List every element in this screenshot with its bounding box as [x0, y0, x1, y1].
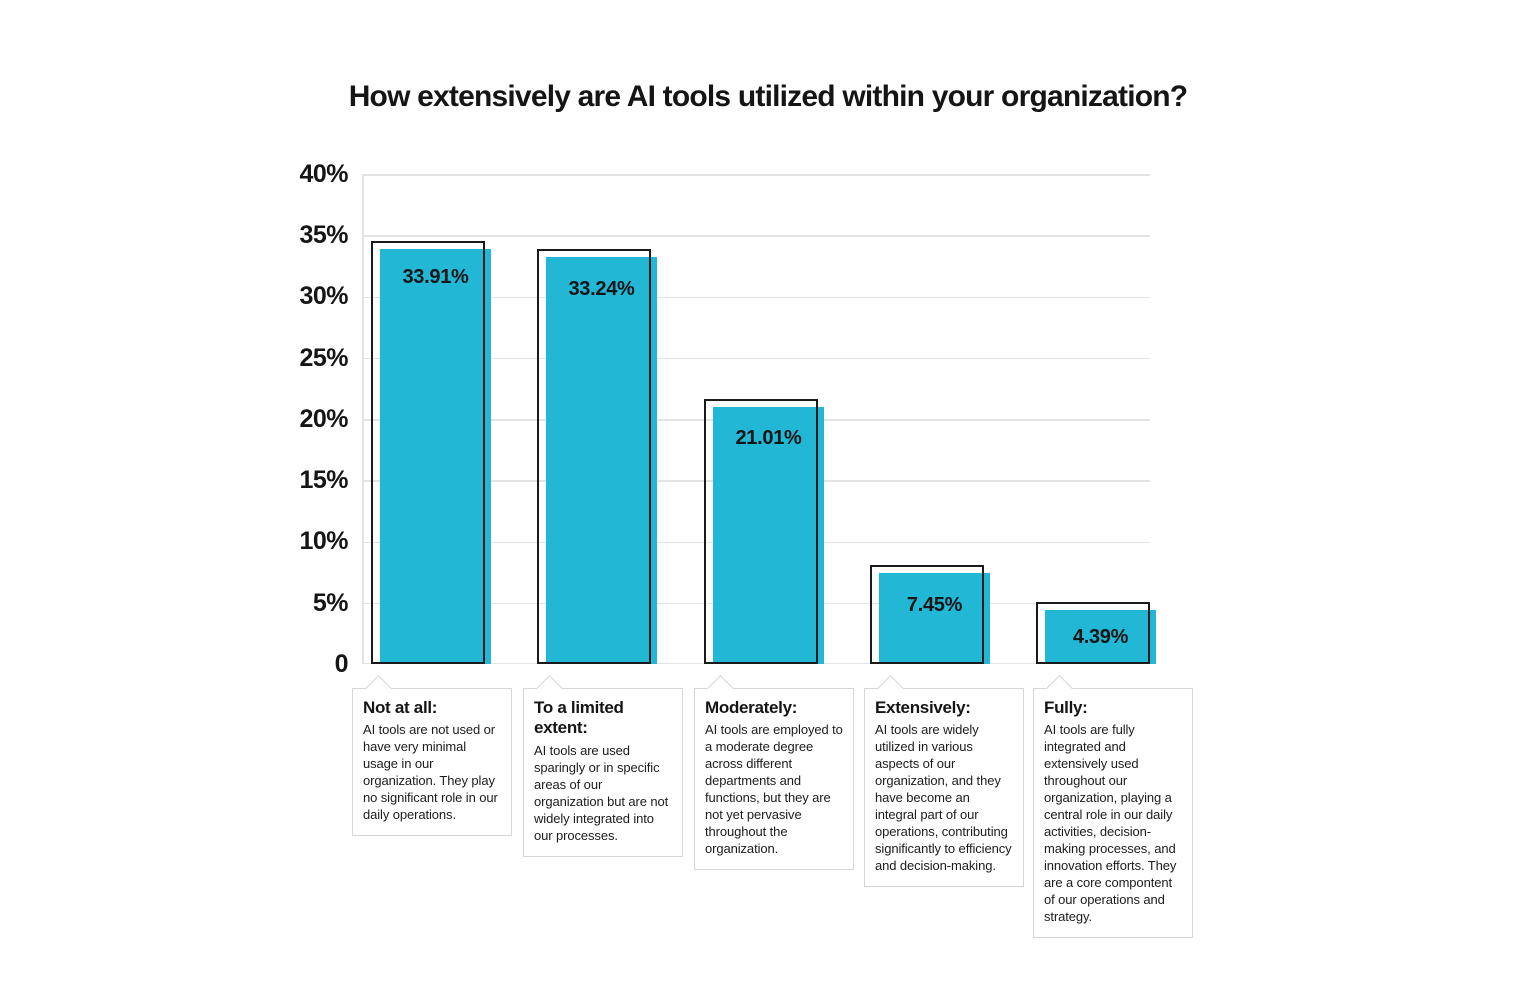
- callout-moderately: Moderately: AI tools are employed to a m…: [694, 675, 854, 871]
- chart-title: How extensively are AI tools utilized wi…: [348, 80, 1188, 113]
- y-tick-label-30: 30%: [299, 282, 348, 310]
- gridline: [364, 174, 1150, 176]
- y-tick-label-10: 10%: [299, 527, 348, 555]
- bar-fill: 33.91%: [380, 248, 491, 664]
- callout-to-a-limited-extent: To a limited extent: AI tools are used s…: [523, 675, 683, 857]
- bar-extensively: 7.45%: [870, 164, 992, 664]
- bar-outline: [1036, 602, 1150, 664]
- bar-value-label: 21.01%: [735, 426, 802, 449]
- callout-fully: Fully: AI tools are fully integrated and…: [1033, 675, 1193, 939]
- bar-fill: 21.01%: [713, 406, 824, 664]
- gridline: [364, 296, 1150, 298]
- callout-heading: Not at all:: [363, 698, 438, 717]
- bar-fill: 33.24%: [546, 256, 657, 664]
- bar-fill: 4.39%: [1045, 610, 1156, 664]
- bar-outline: [870, 564, 984, 664]
- y-tick-label-25: 25%: [299, 344, 348, 372]
- callout-not-at-all: Not at all: AI tools are not used or hav…: [352, 675, 512, 837]
- callout-heading: Fully:: [1044, 698, 1088, 717]
- y-tick-label-0: 0: [334, 650, 349, 678]
- bar-outline: [704, 398, 818, 664]
- callout-description: AI tools are not used or have very minim…: [363, 722, 498, 823]
- y-tick-label-5: 5%: [312, 589, 349, 617]
- callout-description: AI tools are used sparingly or in specif…: [534, 742, 669, 843]
- bar-value-label: 33.91%: [402, 265, 469, 288]
- bar-not-at-all: 33.91%: [371, 164, 493, 664]
- callout-extensively: Extensively: AI tools are widely utilize…: [864, 675, 1024, 888]
- bar-value-label: 33.24%: [568, 277, 635, 300]
- gridline: [364, 357, 1150, 360]
- bar-outline: [537, 248, 651, 664]
- callout-description: AI tools are employed to a moderate degr…: [705, 722, 843, 857]
- bar-value-label: 7.45%: [906, 593, 963, 616]
- gridline: [364, 235, 1150, 237]
- y-tick-label-35: 35%: [299, 221, 348, 249]
- bar-fill: 7.45%: [879, 572, 990, 664]
- callout-description: AI tools are widely utilized in various …: [875, 722, 1012, 874]
- bar-outline: [371, 240, 485, 664]
- callout-heading: Extensively:: [875, 698, 971, 717]
- y-tick-label-40: 40%: [299, 160, 348, 188]
- callout-description: AI tools are fully integrated and extens…: [1044, 722, 1177, 925]
- y-tick-label-15: 15%: [299, 466, 348, 494]
- bar-fully: 4.39%: [1036, 164, 1158, 664]
- bar-to-a-limited-extent: 33.24%: [537, 164, 659, 664]
- y-tick-label-20: 20%: [299, 405, 348, 433]
- callout-heading: To a limited extent:: [534, 698, 624, 738]
- callout-heading: Moderately:: [705, 698, 798, 717]
- bar-moderately: 21.01%: [704, 164, 826, 664]
- bar-value-label: 4.39%: [1072, 626, 1129, 649]
